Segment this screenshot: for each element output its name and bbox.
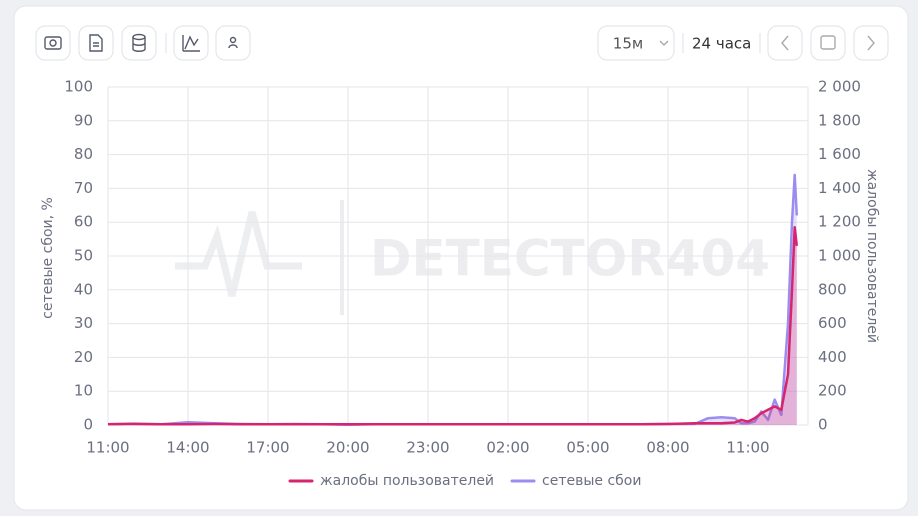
x-tick-label: 11:00: [86, 439, 129, 457]
y-axis-title: сетевые сбои, %: [40, 197, 56, 319]
y2-tick-label: 0: [818, 416, 828, 434]
card: [13, 5, 909, 511]
y-tick-label: 20: [74, 348, 93, 366]
y2-tick-label: 1 800: [818, 111, 861, 129]
data-button[interactable]: [121, 25, 157, 61]
x-tick-label: 08:00: [646, 439, 689, 457]
y2-tick-label: 1 000: [818, 247, 861, 265]
legend-label: сетевые сбои: [542, 473, 641, 489]
x-tick-label: 11:00: [726, 439, 769, 457]
y2-tick-label: 1 200: [818, 213, 861, 231]
y2-tick-label: 600: [818, 314, 847, 332]
calendar-button[interactable]: [810, 25, 846, 61]
y-tick-label: 30: [74, 314, 93, 332]
next-button[interactable]: [853, 25, 889, 61]
watermark-text: DETECTOR404: [370, 230, 770, 288]
screenshot-button[interactable]: [35, 25, 71, 61]
interval-select[interactable]: [597, 25, 675, 61]
watermark: DETECTOR404: [175, 200, 770, 315]
series-line: [107, 226, 799, 426]
y-tick-label: 80: [74, 145, 93, 163]
x-tick-label: 02:00: [486, 439, 529, 457]
x-tick-label: 23:00: [406, 439, 449, 457]
y-tick-label: 90: [74, 111, 93, 129]
y-tick-label: 60: [74, 213, 93, 231]
y-tick-label: 70: [74, 179, 93, 197]
y2-axis-title: жалобы пользователей: [864, 169, 880, 343]
x-tick-label: 05:00: [566, 439, 609, 457]
y2-tick-label: 1 600: [818, 145, 861, 163]
toolbar: 15м 24 часа: [35, 25, 889, 61]
y2-tick-label: 2 000: [818, 78, 861, 96]
x-tick-label: 20:00: [326, 439, 369, 457]
y-tick-label: 100: [64, 78, 93, 96]
legend-label: жалобы пользователей: [320, 473, 494, 489]
y2-tick-label: 200: [818, 382, 847, 400]
y-tick-label: 50: [74, 247, 93, 265]
y2-tick-label: 800: [818, 280, 847, 298]
x-tick-label: 14:00: [166, 439, 209, 457]
interval-value: 15м: [613, 35, 643, 53]
prev-button[interactable]: [767, 25, 803, 61]
y-tick-label: 0: [83, 416, 93, 434]
y2-tick-label: 1 400: [818, 179, 861, 197]
y-tick-label: 10: [74, 382, 93, 400]
period-label[interactable]: 24 часа: [692, 35, 751, 53]
y-tick-label: 40: [74, 280, 93, 298]
y2-tick-label: 400: [818, 348, 847, 366]
chart-mode-button[interactable]: [173, 25, 209, 61]
x-tick-label: 17:00: [246, 439, 289, 457]
